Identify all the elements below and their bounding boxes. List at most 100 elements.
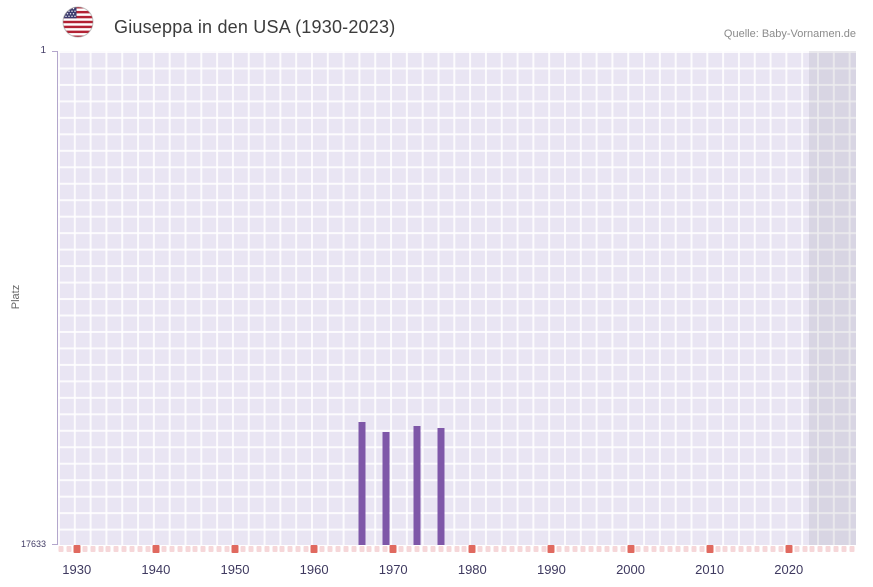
bar-1966[interactable]	[358, 422, 366, 545]
year-tick	[279, 546, 285, 552]
year-tick	[588, 546, 594, 552]
year-tick	[129, 546, 135, 552]
year-tick	[121, 546, 127, 552]
year-tick	[382, 546, 388, 552]
x-tick-label: 2020	[774, 562, 804, 577]
year-tick	[303, 546, 309, 552]
year-tick	[715, 546, 721, 552]
bar-1976[interactable]	[437, 427, 445, 545]
year-tick	[359, 546, 365, 552]
x-tick-label: 2010	[695, 562, 725, 577]
year-tick	[825, 546, 831, 552]
year-tick	[113, 546, 119, 552]
year-tick	[675, 546, 681, 552]
year-tick	[152, 545, 160, 553]
year-tick	[295, 546, 301, 552]
future-overlay	[808, 51, 856, 545]
year-tick	[256, 546, 262, 552]
year-tick	[192, 546, 198, 552]
year-tick	[231, 545, 239, 553]
year-tick	[264, 546, 270, 552]
x-tick-label: 1930	[62, 562, 92, 577]
year-tick	[691, 546, 697, 552]
year-tick	[98, 546, 103, 552]
year-tick	[58, 546, 64, 552]
year-tick	[635, 546, 641, 552]
y-axis-top-label: 1	[40, 45, 46, 56]
year-tick	[517, 546, 523, 552]
year-tick	[730, 546, 736, 552]
year-tick	[319, 546, 325, 552]
year-tick	[224, 546, 230, 552]
year-tick	[272, 546, 278, 552]
year-tick	[525, 546, 531, 552]
year-tick	[762, 546, 768, 552]
chart-title: Giuseppa in den USA (1930-2023)	[114, 17, 396, 37]
y-axis-tick-top	[52, 51, 57, 52]
x-tick-label: 1940	[141, 562, 171, 577]
year-tick	[477, 546, 483, 552]
year-tick	[438, 546, 444, 552]
x-tick-label: 1970	[378, 562, 408, 577]
year-tick	[105, 546, 111, 552]
year-tick	[572, 546, 578, 552]
year-tick	[809, 546, 815, 552]
year-tick	[785, 545, 793, 553]
year-tick	[627, 545, 635, 553]
x-tick-label: 1990	[536, 562, 566, 577]
year-tick	[620, 546, 626, 552]
year-tick	[833, 546, 839, 552]
year-tick	[414, 546, 420, 552]
year-tick	[137, 546, 143, 552]
year-tick	[699, 546, 705, 552]
year-tick	[240, 546, 246, 552]
bar-1973[interactable]	[413, 426, 421, 545]
year-tick	[351, 546, 357, 552]
year-tick	[366, 546, 372, 552]
year-tick	[509, 546, 515, 552]
year-tick	[82, 546, 88, 552]
year-tick	[643, 546, 649, 552]
bar-1969[interactable]	[382, 432, 390, 545]
year-tick	[248, 546, 254, 552]
year-tick	[208, 546, 214, 552]
year-tick	[802, 546, 808, 552]
year-tick	[547, 545, 555, 553]
year-tick	[738, 546, 744, 552]
year-tick	[556, 546, 562, 552]
x-tick-label: 2000	[616, 562, 645, 577]
year-tick	[564, 546, 570, 552]
year-tick	[66, 546, 72, 552]
year-tick	[722, 546, 728, 552]
year-tick	[667, 546, 673, 552]
year-tick	[501, 546, 507, 552]
x-tick-label: 1980	[457, 562, 487, 577]
year-tick	[422, 546, 428, 552]
year-tick	[461, 546, 467, 552]
y-axis-title: Platz	[10, 284, 22, 310]
year-tick	[161, 546, 167, 552]
year-tick	[454, 546, 459, 552]
year-tick	[849, 546, 855, 552]
year-tick	[651, 546, 657, 552]
year-tick	[177, 546, 183, 552]
year-tick	[169, 546, 175, 552]
year-tick	[343, 546, 349, 552]
x-axis-labels: 1930 1940 1950 1960 1970 1980 1990 2000 2010 2020	[57, 562, 856, 580]
year-tick	[90, 546, 96, 552]
y-axis-tick-bottom	[52, 544, 57, 545]
year-tick	[374, 546, 380, 552]
year-tick	[580, 546, 586, 552]
year-tick	[841, 546, 847, 552]
year-tick	[468, 545, 476, 553]
year-tick	[659, 546, 665, 552]
year-tick	[335, 546, 341, 552]
year-tick	[533, 546, 539, 552]
x-tick-label: 1950	[220, 562, 250, 577]
y-axis-bottom-label: 17633	[20, 539, 46, 549]
year-tick	[794, 546, 800, 552]
year-tick	[185, 546, 191, 552]
year-tick	[683, 546, 689, 552]
year-tick	[389, 545, 397, 553]
